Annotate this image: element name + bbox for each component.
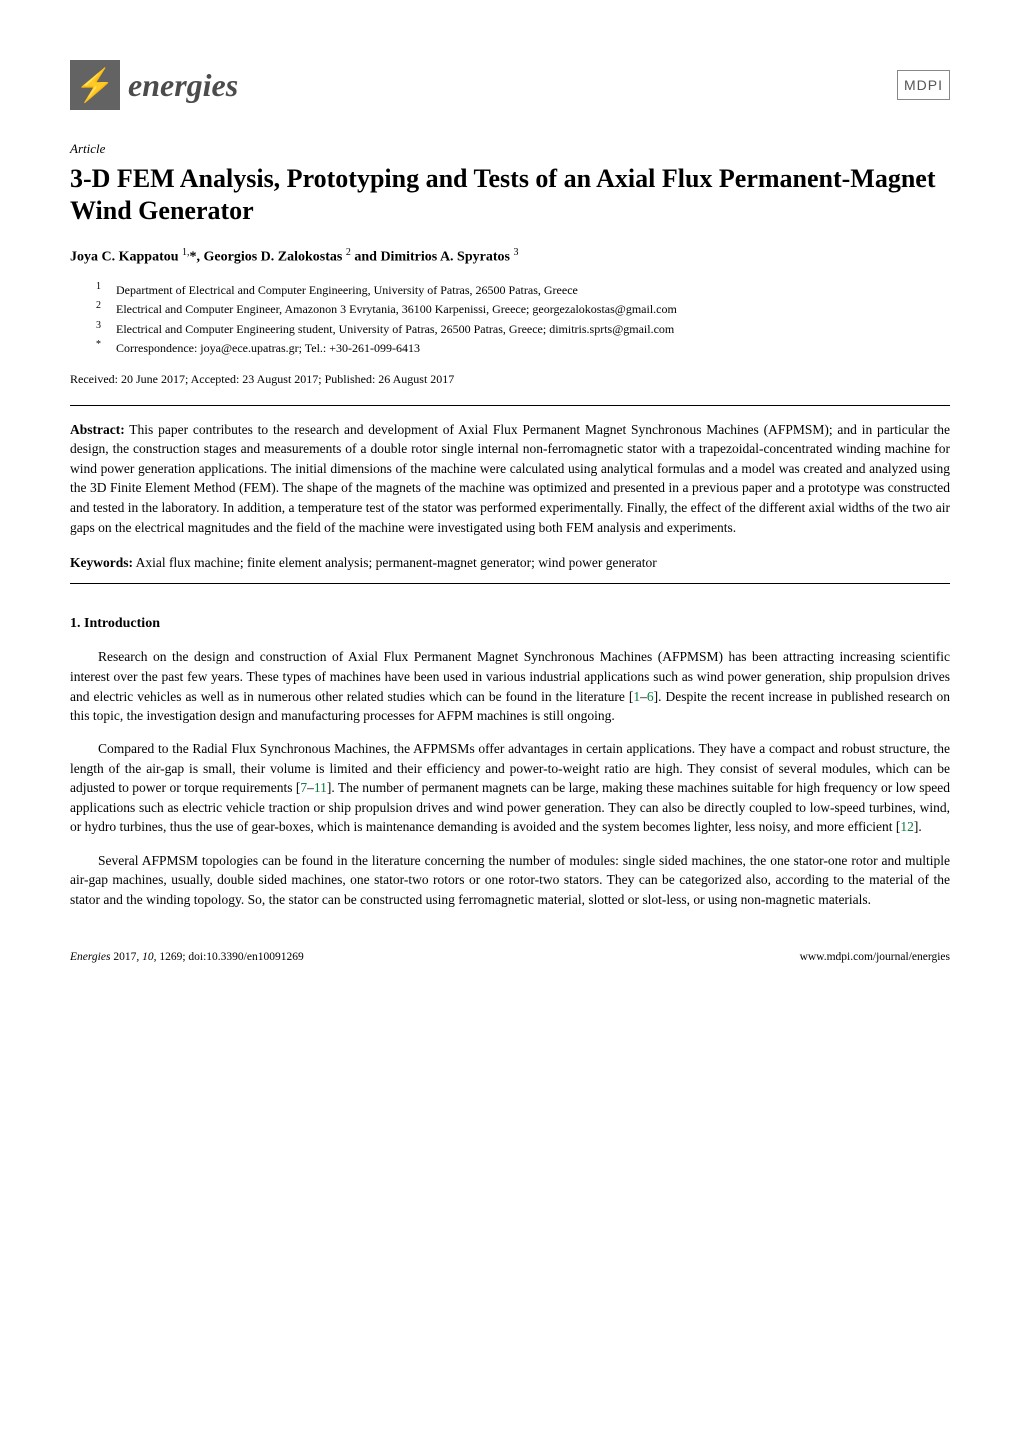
aff-num: * bbox=[96, 338, 116, 355]
body-text: ]. bbox=[914, 819, 922, 834]
authors-line: Joya C. Kappatou 1,*, Georgios D. Zaloko… bbox=[70, 246, 950, 268]
publication-dates: Received: 20 June 2017; Accepted: 23 Aug… bbox=[70, 371, 950, 388]
article-type: Article bbox=[70, 140, 950, 159]
aff-text: Correspondence: joya@ece.upatras.gr; Tel… bbox=[116, 340, 950, 357]
section-heading: 1. Introduction bbox=[70, 614, 950, 634]
aff-text: Electrical and Computer Engineering stud… bbox=[116, 321, 950, 338]
citation[interactable]: 12 bbox=[900, 819, 914, 834]
body-text: – bbox=[640, 689, 647, 704]
footer-journal: Energies bbox=[70, 951, 113, 963]
affiliation-row: 3 Electrical and Computer Engineering st… bbox=[96, 321, 950, 338]
body-text: – bbox=[307, 780, 314, 795]
body-paragraph: Compared to the Radial Flux Synchronous … bbox=[70, 739, 950, 837]
keywords-text: Axial flux machine; finite element analy… bbox=[136, 555, 657, 570]
divider bbox=[70, 583, 950, 584]
affiliations: 1 Department of Electrical and Computer … bbox=[70, 282, 950, 358]
article-title: 3-D FEM Analysis, Prototyping and Tests … bbox=[70, 163, 950, 228]
logo-icon: ⚡ bbox=[70, 60, 120, 110]
abstract-label: Abstract: bbox=[70, 422, 125, 437]
keywords: Keywords: Axial flux machine; finite ele… bbox=[70, 553, 950, 573]
footer-left: Energies 2017, 10, 1269; doi:10.3390/en1… bbox=[70, 949, 304, 966]
abstract-text: This paper contributes to the research a… bbox=[70, 422, 950, 535]
citation[interactable]: 11 bbox=[314, 780, 327, 795]
aff-num: 2 bbox=[96, 299, 116, 316]
bolt-icon: ⚡ bbox=[75, 62, 115, 108]
journal-logo: ⚡ energies bbox=[70, 60, 238, 110]
aff-num: 3 bbox=[96, 319, 116, 336]
abstract: Abstract: This paper contributes to the … bbox=[70, 420, 950, 537]
body-paragraph: Several AFPMSM topologies can be found i… bbox=[70, 851, 950, 910]
aff-text: Department of Electrical and Computer En… bbox=[116, 282, 950, 299]
affiliation-row: 2 Electrical and Computer Engineer, Amaz… bbox=[96, 301, 950, 318]
journal-name: energies bbox=[128, 62, 238, 108]
footer-right[interactable]: www.mdpi.com/journal/energies bbox=[800, 949, 950, 966]
header: ⚡ energies MDPI bbox=[70, 60, 950, 110]
publisher-logo: MDPI bbox=[897, 70, 950, 100]
affiliation-row: * Correspondence: joya@ece.upatras.gr; T… bbox=[96, 340, 950, 357]
keywords-label: Keywords: bbox=[70, 555, 133, 570]
footer-year: 2017 bbox=[113, 951, 136, 963]
footer-doi: , 1269; doi:10.3390/en10091269 bbox=[154, 951, 304, 963]
footer-vol: , 10 bbox=[136, 951, 153, 963]
citation[interactable]: 6 bbox=[647, 689, 654, 704]
body-paragraph: Research on the design and construction … bbox=[70, 647, 950, 725]
footer: Energies 2017, 10, 1269; doi:10.3390/en1… bbox=[70, 949, 950, 966]
aff-text: Electrical and Computer Engineer, Amazon… bbox=[116, 301, 950, 318]
aff-num: 1 bbox=[96, 280, 116, 297]
divider bbox=[70, 405, 950, 406]
affiliation-row: 1 Department of Electrical and Computer … bbox=[96, 282, 950, 299]
